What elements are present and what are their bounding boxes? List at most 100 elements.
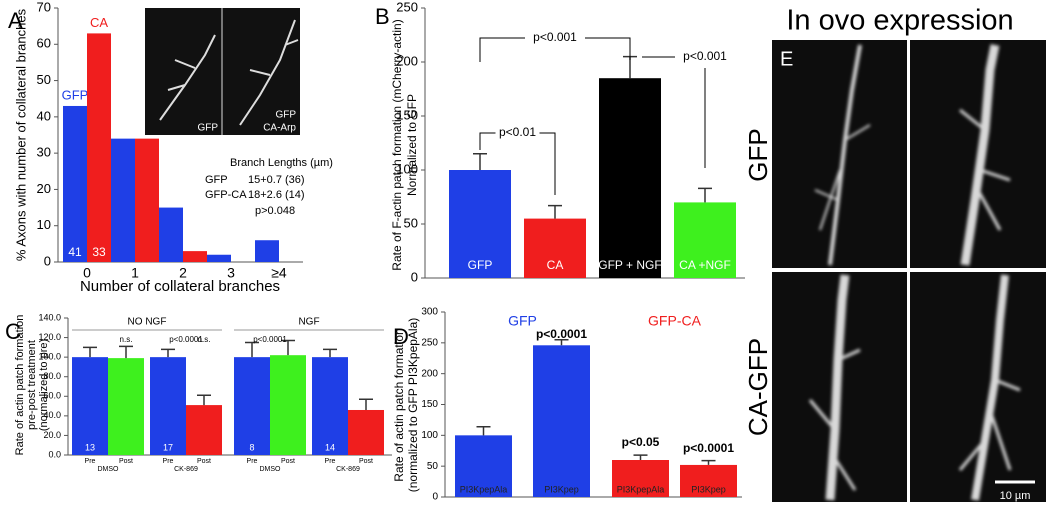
x-tick-label: 3 — [227, 265, 235, 281]
y-tick-label: 200 — [421, 368, 438, 379]
annotation: GFP-CA — [205, 189, 247, 201]
x-tick-label: Post — [281, 458, 295, 465]
bar — [72, 357, 108, 455]
bar — [207, 254, 231, 262]
panel-letter: B — [375, 4, 390, 29]
bar — [449, 170, 511, 278]
n-label: 8 — [249, 442, 254, 452]
x-tick-label: Post — [119, 458, 133, 465]
x-axis-label: Number of collateral branches — [80, 278, 280, 295]
bar — [533, 345, 590, 497]
bar — [63, 105, 87, 262]
y-tick-label: 60 — [37, 36, 51, 51]
scale-bar-label: 10 µm — [1000, 490, 1031, 502]
annotation: p<0.05 — [622, 435, 660, 449]
y-tick-label: 50 — [404, 215, 418, 230]
series-label: GFP — [62, 87, 89, 102]
x-tick-label: Pre — [325, 458, 336, 465]
bar-label: GFP + NGF — [598, 258, 661, 272]
y-tick-label: 40 — [37, 108, 51, 123]
label-bg — [525, 31, 585, 45]
panel-title: In ovo expression — [786, 5, 1013, 37]
inset-images — [145, 8, 300, 135]
annotation: p<0.0001 — [683, 441, 734, 455]
bar-label: CA +NGF — [679, 258, 731, 272]
panel-letter: E — [780, 48, 793, 70]
error-bar — [633, 454, 648, 460]
error-bar — [281, 339, 295, 356]
x-tick-label: 1 — [131, 265, 139, 281]
series-label: CA — [90, 15, 108, 30]
bar — [234, 357, 270, 455]
bar — [524, 218, 586, 278]
y-axis-label: Rate of F-actin patch formation (mCherry… — [390, 19, 404, 270]
y-axis-label: Normalized to GFP — [405, 94, 419, 196]
n-label: 13 — [85, 442, 95, 452]
bar-label: CA — [547, 258, 564, 272]
inset-label: GFP — [275, 110, 296, 121]
bar — [312, 357, 348, 455]
bar — [270, 355, 306, 455]
error-bar — [245, 341, 259, 358]
error-bar — [698, 187, 712, 203]
error-bar — [701, 459, 716, 465]
n-label: 14 — [325, 442, 335, 452]
micrographs — [772, 40, 1046, 502]
bar-label: PI3Kpep — [544, 484, 579, 494]
inset-label: GFP — [197, 123, 218, 134]
error-bar — [83, 346, 97, 358]
annotation: 15+0.7 (36) — [248, 174, 305, 186]
annotation: p<0.0001 — [253, 335, 287, 344]
y-tick-label: 80.0 — [43, 371, 61, 381]
group-label: CK-869 — [174, 466, 198, 473]
x-tick-label: Pre — [163, 458, 174, 465]
row-label: GFP — [743, 128, 773, 181]
y-tick-label: 100 — [421, 430, 438, 441]
y-axis-label: pre-post treatment — [26, 340, 38, 430]
inset-label: CA-Arp — [263, 123, 296, 134]
label-bg — [495, 126, 540, 140]
annotation: p<0.0001 — [536, 327, 587, 341]
y-axis-label: (normalized to GFP PI3KpepAla) — [406, 318, 420, 493]
y-tick-label: 150 — [421, 399, 438, 410]
x-tick-label: ≥4 — [271, 265, 287, 281]
annotation: n.s. — [120, 335, 133, 344]
y-tick-label: 250 — [396, 0, 418, 14]
bar — [183, 251, 207, 262]
y-tick-label: 50 — [37, 72, 51, 87]
error-bar — [359, 398, 373, 410]
annotation: p<0.001 — [683, 49, 727, 63]
y-axis-label: (normalized to pre) — [38, 339, 50, 431]
bar — [255, 240, 279, 262]
section-label: NO NGF — [128, 317, 167, 328]
y-tick-label: 0 — [432, 492, 438, 503]
error-bar — [119, 345, 133, 359]
y-tick-label: 70 — [37, 0, 51, 14]
y-tick-label: 140.0 — [38, 312, 61, 322]
bar — [455, 435, 512, 497]
y-tick-label: 200 — [396, 53, 418, 68]
bar — [612, 460, 669, 497]
y-tick-label: 30 — [37, 145, 51, 160]
y-axis-label: % Axons with number of collateral branch… — [13, 8, 28, 261]
error-bar — [161, 348, 175, 358]
bar-label: PI3KpepAla — [460, 484, 508, 494]
y-tick-label: 60.0 — [43, 391, 61, 401]
y-tick-label: 250 — [421, 337, 438, 348]
y-tick-label: 120.0 — [38, 332, 61, 342]
error-bar — [554, 339, 569, 346]
legend-label: GFP — [508, 313, 537, 329]
n-label: 33 — [92, 245, 106, 259]
panel-letter: D — [393, 324, 409, 349]
bar — [111, 138, 135, 262]
bar — [599, 78, 661, 278]
y-tick-label: 40.0 — [43, 410, 61, 420]
annotation: p>0.048 — [255, 205, 295, 217]
y-tick-label: 10 — [37, 217, 51, 232]
y-tick-label: 150 — [396, 107, 418, 122]
bar — [108, 358, 144, 455]
y-tick-label: 50 — [427, 461, 439, 472]
y-tick-label: 20.0 — [43, 430, 61, 440]
y-axis-label: Rate of actin patch formation — [14, 315, 26, 456]
bar — [680, 464, 737, 497]
